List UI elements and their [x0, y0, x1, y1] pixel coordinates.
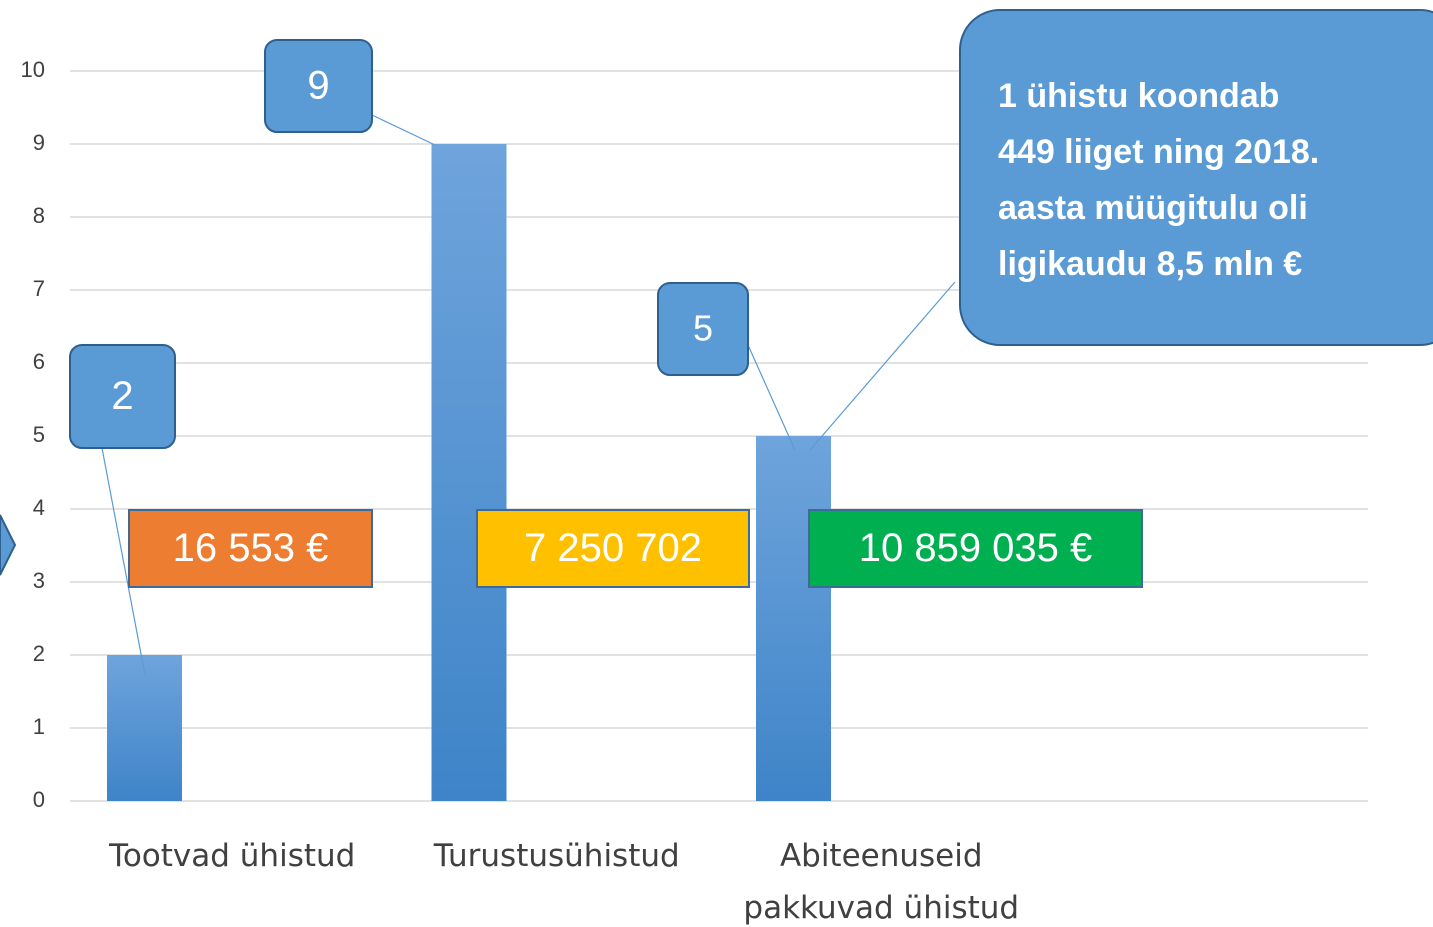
callout-box: [657, 282, 749, 376]
arrow-decoration: [0, 514, 17, 576]
y-tick-label: 4: [33, 495, 45, 520]
y-tick-label: 0: [33, 787, 45, 812]
y-tick-label: 9: [33, 130, 45, 155]
annotation-box: [808, 509, 1143, 588]
annotation-text: 16 553 €: [173, 526, 329, 570]
annotation-box: [476, 509, 750, 588]
y-tick-label: 5: [33, 422, 45, 447]
callout-box: [69, 344, 176, 449]
y-tick-label: 10: [21, 57, 45, 82]
annotation-box: [128, 509, 373, 588]
callout-box: [264, 39, 373, 133]
y-tick-label: 7: [33, 276, 45, 301]
y-tick-label: 6: [33, 349, 45, 374]
data-label: 5: [693, 308, 713, 349]
callout-pointer: [101, 447, 146, 676]
callout-box: [959, 9, 1433, 346]
bar: [431, 144, 507, 801]
data-label: 2: [111, 374, 133, 418]
y-tick-label: 3: [33, 568, 45, 593]
x-tick-label: Abiteenuseid pakkuvad ühistud: [743, 838, 1020, 926]
x-tick-label: Tootvad ühistud: [109, 838, 356, 874]
callout-pointer: [371, 114, 436, 146]
callout-text: 1 ühistu koondab 449 liiget ning 2018. a…: [998, 77, 1320, 283]
y-tick-label: 1: [33, 714, 45, 739]
annotation-text: 10 859 035 €: [859, 526, 1093, 570]
bar: [756, 436, 831, 801]
data-label: 9: [307, 64, 329, 108]
callout-pointer: [809, 281, 956, 451]
callout-pointer: [747, 344, 796, 451]
y-tick-label: 2: [33, 641, 45, 666]
annotation-text: 7 250 702: [524, 526, 702, 570]
x-tick-label: Turustusühistud: [433, 838, 680, 874]
y-tick-label: 8: [33, 203, 45, 228]
bar: [107, 655, 182, 801]
